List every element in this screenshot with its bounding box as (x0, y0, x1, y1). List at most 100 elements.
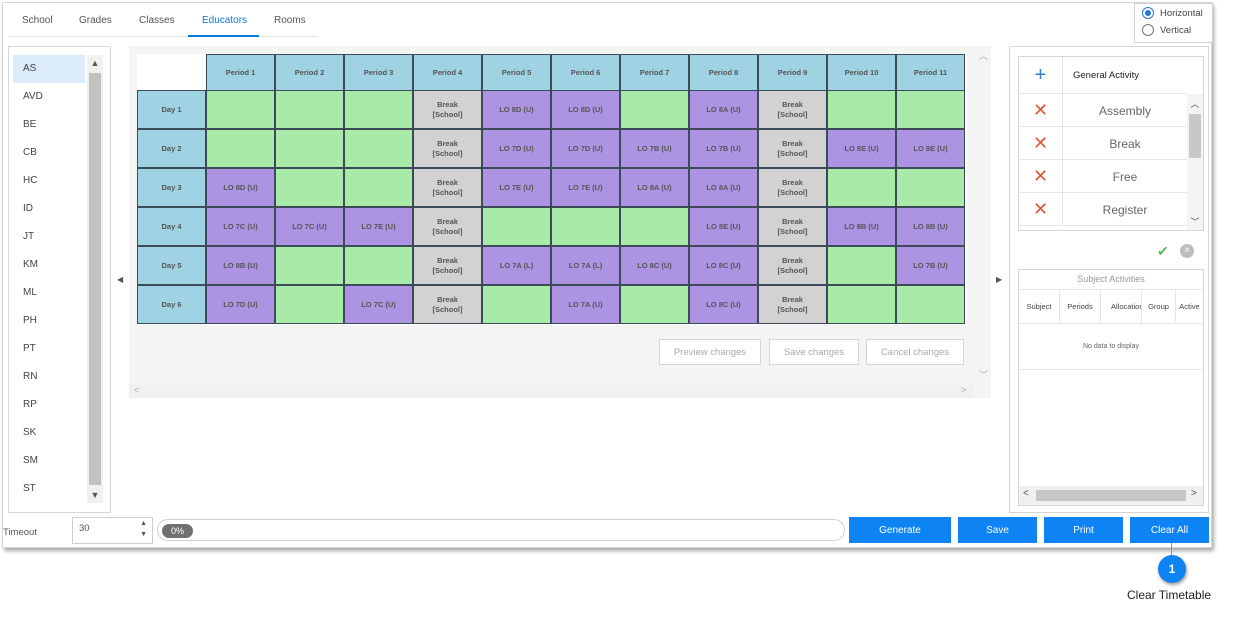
free-slot[interactable] (344, 90, 413, 129)
educator-item[interactable]: PH (23, 315, 37, 326)
lesson-slot[interactable]: LO 7B (U) (896, 246, 965, 285)
scroll-down-icon[interactable]: ﹀ (1190, 217, 1200, 227)
save-changes-button[interactable]: Save changes (769, 339, 859, 365)
break-slot[interactable]: Break [School] (413, 129, 482, 168)
column-subject[interactable]: Subject (1019, 290, 1060, 324)
educator-item[interactable]: SK (23, 427, 37, 438)
free-slot[interactable] (620, 90, 689, 129)
educator-item[interactable]: CB (23, 147, 37, 158)
educator-item[interactable]: HC (23, 175, 38, 186)
free-slot[interactable] (482, 207, 551, 246)
free-slot[interactable] (827, 285, 896, 324)
remove-icon[interactable]: ✕ (1019, 94, 1063, 127)
lesson-slot[interactable]: LO 7A (U) (551, 285, 620, 324)
collapse-left-icon[interactable]: ◀ (117, 275, 124, 284)
free-slot[interactable] (482, 285, 551, 324)
free-slot[interactable] (344, 129, 413, 168)
day-header[interactable]: Day 2 (137, 129, 206, 168)
day-header[interactable]: Day 3 (137, 168, 206, 207)
grid-scroll-up-icon[interactable]: ︿ (979, 51, 989, 61)
educator-item[interactable]: ML (23, 287, 37, 298)
scroll-thumb[interactable] (1189, 114, 1201, 158)
collapse-right-icon[interactable]: ▶ (996, 275, 1003, 284)
period-header[interactable]: Period 8 (689, 54, 758, 91)
period-header[interactable]: Period 2 (275, 54, 344, 91)
free-slot[interactable] (896, 168, 965, 207)
scroll-right-icon[interactable]: > (961, 385, 967, 395)
tab-classes[interactable]: Classes (139, 15, 175, 26)
remove-icon[interactable]: ✕ (1019, 160, 1063, 193)
free-slot[interactable] (827, 90, 896, 129)
tab-school[interactable]: School (22, 15, 53, 26)
scroll-left-icon[interactable]: < (1023, 488, 1029, 499)
free-slot[interactable] (896, 285, 965, 324)
radio-checked-icon[interactable] (1142, 7, 1154, 19)
lesson-slot[interactable]: LO 8B (U) (206, 246, 275, 285)
timeout-stepper[interactable]: 30 ▲ ▼ (72, 517, 153, 544)
confirm-check-icon[interactable]: ✔ (1157, 243, 1169, 259)
educator-item[interactable]: AVD (23, 91, 43, 102)
free-slot[interactable] (206, 129, 275, 168)
scroll-thumb[interactable] (89, 73, 101, 485)
day-header[interactable]: Day 1 (137, 90, 206, 129)
lesson-slot[interactable]: LO 7E (U) (344, 207, 413, 246)
free-slot[interactable] (206, 90, 275, 129)
lesson-slot[interactable]: LO 8D (U) (206, 168, 275, 207)
period-header[interactable]: Period 1 (206, 54, 275, 91)
free-slot[interactable] (275, 90, 344, 129)
day-header[interactable]: Day 6 (137, 285, 206, 324)
activity-item[interactable]: ✕ Break (1019, 127, 1187, 160)
column-allocation[interactable]: Allocation (1101, 290, 1142, 324)
grid-horizontal-scrollbar[interactable]: < > (129, 385, 974, 398)
educator-item[interactable]: ID (23, 203, 33, 214)
educator-item[interactable]: BE (23, 119, 37, 130)
lesson-slot[interactable]: LO 8C (U) (689, 246, 758, 285)
lesson-slot[interactable]: LO 8E (U) (689, 207, 758, 246)
lesson-slot[interactable]: LO 7C (U) (275, 207, 344, 246)
lesson-slot[interactable]: LO 8A (U) (689, 90, 758, 129)
break-slot[interactable]: Break [School] (758, 90, 827, 129)
grid-scroll-down-icon[interactable]: ﹀ (979, 370, 989, 380)
free-slot[interactable] (275, 285, 344, 324)
lesson-slot[interactable]: LO 7B (U) (620, 129, 689, 168)
column-group[interactable]: Group (1142, 290, 1176, 324)
subject-horizontal-scrollbar[interactable]: < > (1019, 486, 1203, 505)
break-slot[interactable]: Break [School] (413, 90, 482, 129)
lesson-slot[interactable]: LO 8B (U) (896, 207, 965, 246)
period-header[interactable]: Period 11 (896, 54, 965, 91)
add-icon[interactable]: + (1019, 57, 1063, 94)
timeout-value[interactable]: 30 (79, 523, 90, 534)
educator-item[interactable]: ST (23, 483, 36, 494)
scroll-right-icon[interactable]: > (1191, 488, 1197, 499)
educator-item[interactable]: PT (23, 343, 36, 354)
educator-list-scrollbar[interactable]: ▲ ▼ (87, 55, 103, 503)
period-header[interactable]: Period 7 (620, 54, 689, 91)
lesson-slot[interactable]: LO 7E (U) (551, 168, 620, 207)
clear-all-button[interactable]: Clear All (1130, 517, 1209, 543)
scroll-down-icon[interactable]: ▼ (90, 490, 100, 500)
lesson-slot[interactable]: LO 7C (U) (344, 285, 413, 324)
period-header[interactable]: Period 3 (344, 54, 413, 91)
educator-item[interactable]: AS (13, 55, 85, 83)
lesson-slot[interactable]: LO 7B (U) (689, 129, 758, 168)
free-slot[interactable] (620, 285, 689, 324)
remove-icon[interactable]: ✕ (1019, 127, 1063, 160)
column-periods[interactable]: Periods (1060, 290, 1101, 324)
free-slot[interactable] (275, 246, 344, 285)
period-header[interactable]: Period 6 (551, 54, 620, 91)
lesson-slot[interactable]: LO 7A (L) (482, 246, 551, 285)
cancel-changes-button[interactable]: Cancel changes (866, 339, 964, 365)
educator-item[interactable]: JT (23, 231, 35, 242)
stepper-down-icon[interactable]: ▼ (140, 531, 147, 538)
lesson-slot[interactable]: LO 7C (U) (206, 207, 275, 246)
radio-unchecked-icon[interactable] (1142, 24, 1154, 36)
radio-vertical[interactable]: Vertical (1142, 24, 1191, 36)
break-slot[interactable]: Break [School] (758, 129, 827, 168)
scroll-thumb[interactable] (1036, 490, 1186, 501)
break-slot[interactable]: Break [School] (413, 207, 482, 246)
lesson-slot[interactable]: LO 7E (U) (482, 168, 551, 207)
cancel-circle-icon[interactable]: × (1180, 244, 1194, 258)
break-slot[interactable]: Break [School] (758, 168, 827, 207)
print-button[interactable]: Print (1044, 517, 1123, 543)
scroll-up-icon[interactable]: ▲ (90, 58, 100, 68)
